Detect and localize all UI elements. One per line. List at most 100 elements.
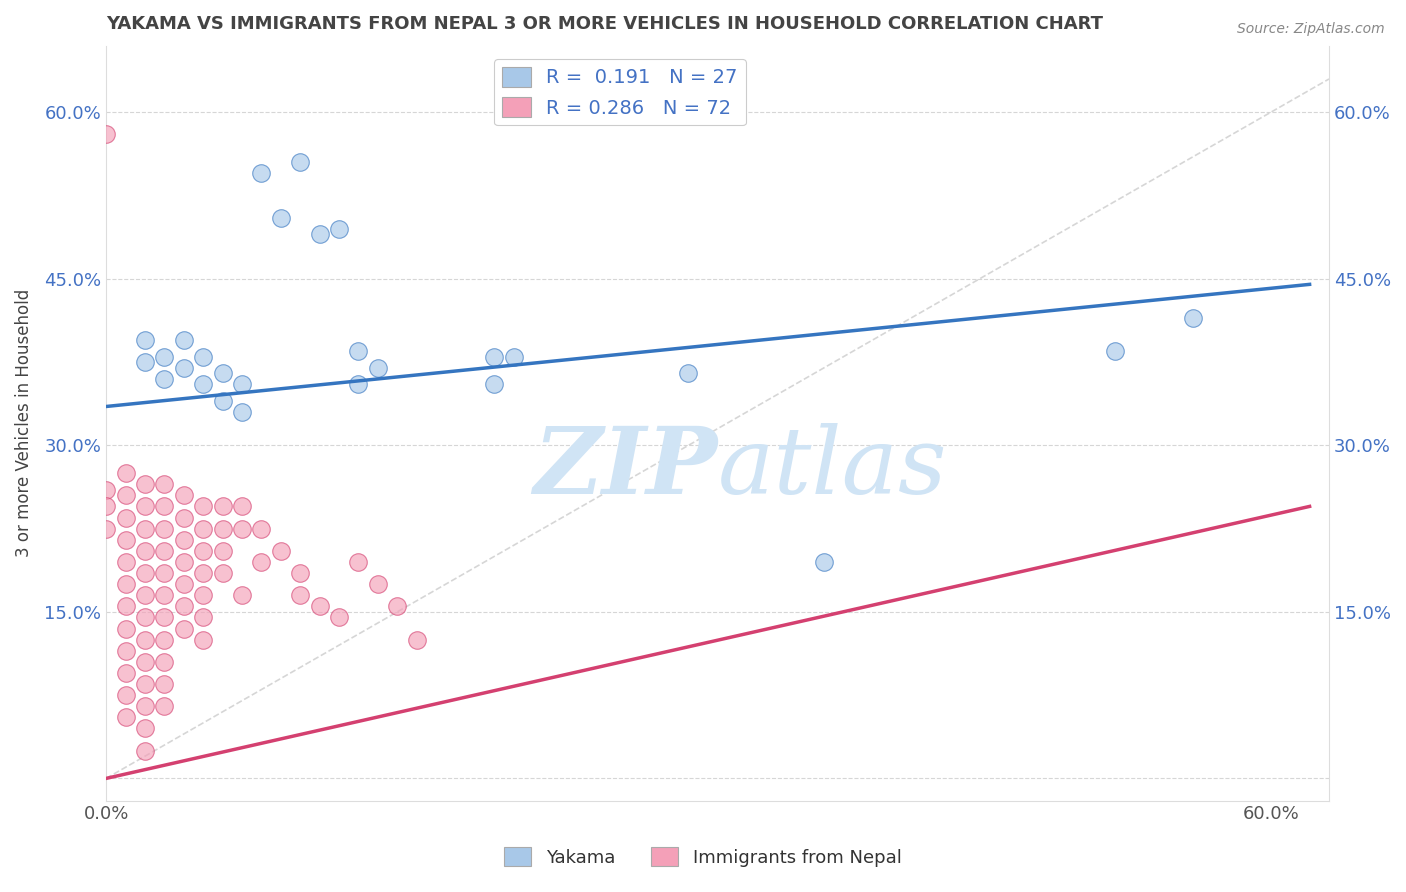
- Point: [173, 533, 195, 547]
- Point: [813, 555, 835, 569]
- Point: [134, 588, 156, 602]
- Text: YAKAMA VS IMMIGRANTS FROM NEPAL 3 OR MORE VEHICLES IN HOUSEHOLD CORRELATION CHAR: YAKAMA VS IMMIGRANTS FROM NEPAL 3 OR MOR…: [105, 15, 1104, 33]
- Point: [191, 610, 214, 624]
- Point: [328, 222, 350, 236]
- Point: [290, 566, 312, 580]
- Point: [153, 544, 176, 558]
- Point: [502, 350, 524, 364]
- Point: [134, 333, 156, 347]
- Point: [173, 360, 195, 375]
- Text: Source: ZipAtlas.com: Source: ZipAtlas.com: [1237, 22, 1385, 37]
- Point: [94, 500, 117, 514]
- Point: [367, 360, 389, 375]
- Point: [114, 533, 136, 547]
- Point: [134, 544, 156, 558]
- Point: [211, 500, 233, 514]
- Point: [211, 566, 233, 580]
- Point: [173, 488, 195, 502]
- Point: [134, 677, 156, 691]
- Point: [134, 722, 156, 736]
- Point: [211, 393, 233, 408]
- Point: [328, 610, 350, 624]
- Point: [173, 622, 195, 636]
- Y-axis label: 3 or more Vehicles in Household: 3 or more Vehicles in Household: [15, 289, 32, 558]
- Point: [114, 555, 136, 569]
- Point: [191, 377, 214, 392]
- Point: [153, 699, 176, 714]
- Point: [308, 227, 330, 242]
- Point: [134, 355, 156, 369]
- Point: [231, 522, 253, 536]
- Point: [153, 632, 176, 647]
- Point: [1182, 310, 1205, 325]
- Point: [134, 744, 156, 758]
- Point: [114, 488, 136, 502]
- Point: [94, 522, 117, 536]
- Point: [231, 588, 253, 602]
- Point: [134, 632, 156, 647]
- Point: [347, 555, 370, 569]
- Point: [290, 155, 312, 169]
- Point: [678, 366, 700, 380]
- Point: [153, 500, 176, 514]
- Point: [484, 377, 506, 392]
- Point: [250, 522, 273, 536]
- Point: [1104, 343, 1126, 358]
- Point: [173, 333, 195, 347]
- Point: [191, 566, 214, 580]
- Point: [191, 632, 214, 647]
- Point: [153, 677, 176, 691]
- Point: [153, 350, 176, 364]
- Point: [250, 555, 273, 569]
- Point: [134, 522, 156, 536]
- Point: [367, 577, 389, 591]
- Point: [153, 588, 176, 602]
- Point: [153, 566, 176, 580]
- Point: [134, 500, 156, 514]
- Point: [153, 522, 176, 536]
- Point: [191, 544, 214, 558]
- Point: [114, 577, 136, 591]
- Point: [347, 343, 370, 358]
- Point: [347, 377, 370, 392]
- Point: [290, 588, 312, 602]
- Point: [114, 710, 136, 724]
- Point: [270, 544, 292, 558]
- Point: [114, 599, 136, 614]
- Point: [191, 500, 214, 514]
- Text: ZIP: ZIP: [533, 424, 717, 514]
- Point: [134, 655, 156, 669]
- Point: [153, 655, 176, 669]
- Point: [211, 522, 233, 536]
- Point: [387, 599, 409, 614]
- Text: atlas: atlas: [717, 424, 948, 514]
- Point: [153, 477, 176, 491]
- Point: [114, 510, 136, 524]
- Legend: Yakama, Immigrants from Nepal: Yakama, Immigrants from Nepal: [498, 840, 908, 874]
- Point: [211, 366, 233, 380]
- Point: [484, 350, 506, 364]
- Point: [405, 632, 427, 647]
- Point: [173, 555, 195, 569]
- Point: [134, 699, 156, 714]
- Point: [114, 665, 136, 680]
- Point: [231, 500, 253, 514]
- Point: [191, 522, 214, 536]
- Point: [250, 166, 273, 180]
- Point: [308, 599, 330, 614]
- Point: [211, 544, 233, 558]
- Point: [114, 644, 136, 658]
- Point: [231, 377, 253, 392]
- Point: [134, 477, 156, 491]
- Point: [134, 610, 156, 624]
- Point: [94, 483, 117, 497]
- Point: [153, 372, 176, 386]
- Point: [191, 350, 214, 364]
- Point: [270, 211, 292, 225]
- Point: [153, 610, 176, 624]
- Point: [94, 128, 117, 142]
- Point: [173, 599, 195, 614]
- Point: [114, 466, 136, 480]
- Point: [134, 566, 156, 580]
- Point: [114, 622, 136, 636]
